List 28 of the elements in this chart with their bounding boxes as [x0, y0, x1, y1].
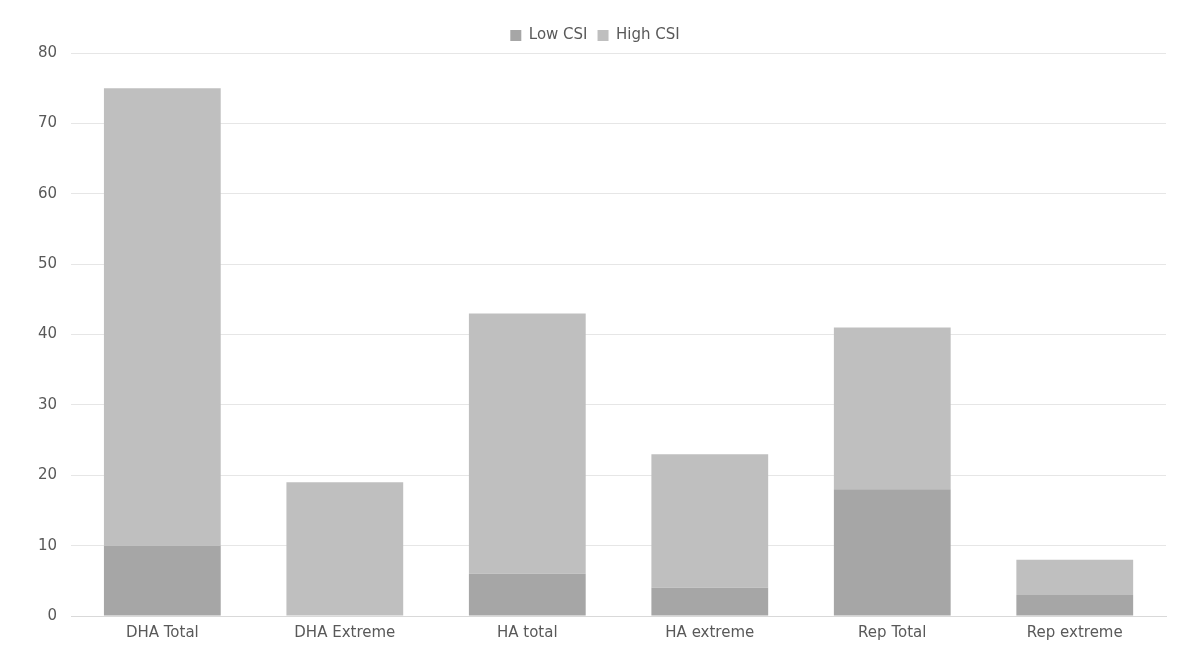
- x-tick-label: DHA Extreme: [294, 622, 396, 641]
- bar: [651, 587, 769, 616]
- bar: [1016, 594, 1134, 616]
- bar: [833, 327, 951, 490]
- y-tick-label: 50: [37, 254, 58, 273]
- x-tick-label: DHA Total: [125, 622, 199, 641]
- y-tick-label: 40: [37, 324, 58, 343]
- y-tick-label: 60: [37, 183, 58, 202]
- y-tick-label: 30: [37, 394, 58, 413]
- bar: [468, 573, 586, 616]
- y-tick-label: 10: [37, 535, 58, 554]
- y-tick-label: 70: [37, 113, 58, 132]
- bar: [833, 489, 951, 616]
- bar: [103, 545, 221, 616]
- bar: [286, 482, 404, 616]
- legend-label: Low CSI: [528, 25, 588, 44]
- x-tick-label: HA extreme: [665, 622, 755, 641]
- x-tick-label: HA total: [497, 622, 558, 641]
- legend-label: High CSI: [616, 25, 680, 44]
- bar: [1016, 559, 1134, 595]
- y-tick-label: 80: [37, 42, 58, 61]
- x-tick-label: Rep Total: [858, 622, 927, 641]
- bar: [103, 88, 221, 546]
- bar: [468, 313, 586, 574]
- y-tick-label: 0: [47, 605, 58, 624]
- bar: [651, 454, 769, 588]
- x-tick-label: Rep extreme: [1026, 622, 1123, 641]
- y-tick-label: 20: [37, 465, 58, 484]
